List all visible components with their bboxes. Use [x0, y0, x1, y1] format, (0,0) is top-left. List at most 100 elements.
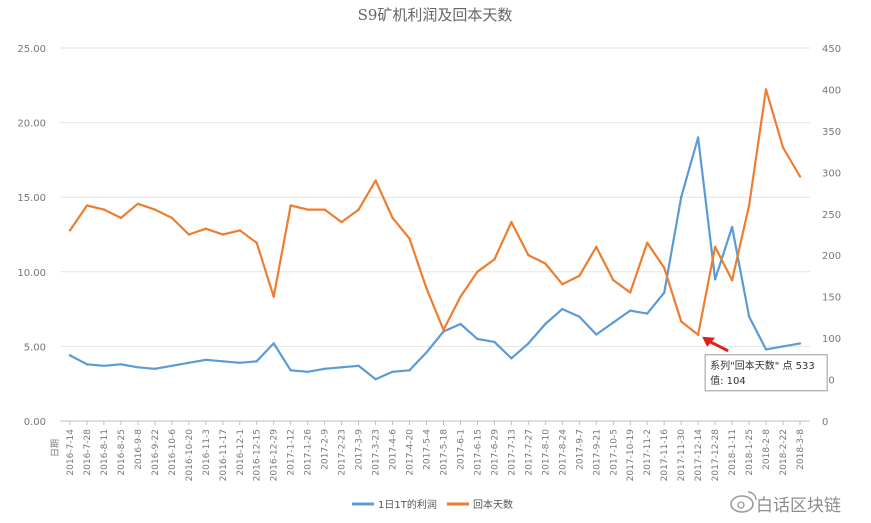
x-tick-label: 2017-9-7 [575, 429, 585, 470]
data-point [662, 266, 666, 269]
x-tick-label: 2017-12-28 [711, 429, 721, 482]
gridlines [60, 47, 810, 422]
x-tick-label: 2016-9-8 [134, 429, 144, 470]
data-point [408, 369, 411, 372]
data-point [544, 262, 547, 265]
x-tick-label: 2016-12-15 [253, 429, 263, 481]
x-tick-label: 2017-4-20 [406, 429, 416, 476]
data-point [646, 241, 649, 244]
x-tick-label: 2016-12-29 [270, 429, 280, 482]
series-lines [68, 88, 802, 381]
data-point [221, 360, 224, 363]
data-point [374, 378, 377, 381]
data-point [85, 204, 89, 207]
series-1 [68, 136, 802, 381]
y-tick-label: 10.00 [17, 268, 46, 279]
data-point [289, 204, 292, 207]
legend-label: 1日1T的利润 [378, 498, 437, 511]
x-tick-label: 2017-11-30 [677, 429, 687, 482]
data-point [357, 364, 360, 367]
tooltip: 系列"回本天数" 点 533 值: 104 [702, 336, 828, 392]
data-point [425, 287, 428, 290]
x-tick-label: 2017-5-18 [439, 429, 449, 476]
y2-tick-label: 50 [822, 376, 835, 387]
data-point [629, 309, 632, 312]
data-point [747, 204, 751, 207]
data-point [289, 369, 292, 372]
data-point [255, 241, 258, 244]
data-point [306, 208, 309, 211]
data-point [578, 315, 581, 318]
y-axis-left: 0.00 5.00 10.00 15.00 20.00 25.00 [17, 44, 46, 428]
x-tick-label: 2017-11-2 [643, 429, 653, 476]
data-point [561, 307, 564, 311]
data-point [781, 146, 785, 149]
x-tick-label: 2016-12-1 [236, 429, 246, 476]
x-tick-label: 2017-12-14 [694, 429, 704, 482]
data-point [595, 333, 598, 336]
y2-tick-label: 250 [822, 210, 841, 221]
y2-tick-label: 400 [822, 85, 841, 96]
watermark: 白话区块链 [730, 491, 841, 516]
data-point [340, 366, 343, 369]
data-point [238, 361, 241, 365]
x-tick-label: 2017-3-9 [355, 429, 365, 470]
data-point [408, 237, 411, 240]
data-point [629, 291, 632, 294]
x-tick-label: 2016-10-6 [168, 429, 178, 476]
x-tick-label: 2017-11-16 [660, 429, 670, 482]
data-point [798, 342, 802, 345]
x-tick-label: 2017-2-23 [338, 429, 348, 476]
x-tick-label: 2017-3-23 [372, 429, 382, 476]
y-axis-right: 0 50 100 150 200 250 300 350 400 450 [822, 44, 841, 428]
x-tick-label: 2017-6-29 [490, 429, 500, 476]
data-point [612, 278, 615, 282]
y2-tick-label: 450 [822, 44, 841, 55]
x-tick-label: 2016-11-17 [219, 429, 229, 481]
data-point [170, 216, 174, 220]
data-point [102, 208, 106, 211]
data-point [713, 278, 717, 281]
data-point [578, 274, 581, 278]
watermark-text: 白话区块链 [756, 496, 841, 516]
x-tick-label: 2016-9-22 [151, 429, 161, 476]
data-point [119, 216, 123, 220]
data-point [442, 330, 445, 333]
data-point [764, 88, 768, 91]
data-point [323, 367, 326, 370]
x-tick-label: 2018-1-25 [745, 429, 755, 476]
data-point [544, 322, 547, 326]
data-point [713, 245, 717, 249]
data-point [272, 342, 275, 345]
tooltip-box [704, 354, 828, 392]
x-tick-label: 2017-1-12 [287, 429, 297, 476]
x-tick-label: 2016-7-28 [83, 429, 93, 476]
y2-tick-label: 0 [822, 417, 828, 428]
y2-tick-label: 100 [822, 334, 841, 345]
data-point [696, 136, 700, 139]
y-tick-label: 0.00 [24, 417, 46, 428]
x-tick-label: 2017-6-1 [456, 429, 466, 470]
data-point [527, 254, 530, 257]
series-line [69, 136, 801, 381]
x-tick-label: 2017-8-10 [541, 429, 551, 476]
y2-tick-label: 150 [822, 293, 841, 304]
data-point [679, 196, 683, 199]
data-point [170, 364, 174, 367]
x-tick-label: 2016-8-11 [100, 429, 110, 476]
data-point [662, 291, 666, 294]
legend: 1日1T的利润 回本天数 [352, 498, 513, 511]
data-point [204, 227, 208, 230]
data-point [85, 363, 89, 366]
x-tick-label: 2018-2-8 [762, 429, 772, 470]
x-tick-label: 2017-4-6 [389, 429, 399, 470]
x-tick-label: 2016-10-20 [185, 429, 195, 482]
data-point [595, 245, 598, 249]
data-point [255, 360, 258, 363]
legend-label: 回本天数 [473, 498, 513, 511]
x-tick-label: 2017-2-9 [321, 429, 331, 470]
data-point [238, 229, 241, 232]
data-point [357, 208, 360, 211]
x-tick-label: 2017-5-4 [423, 429, 433, 470]
